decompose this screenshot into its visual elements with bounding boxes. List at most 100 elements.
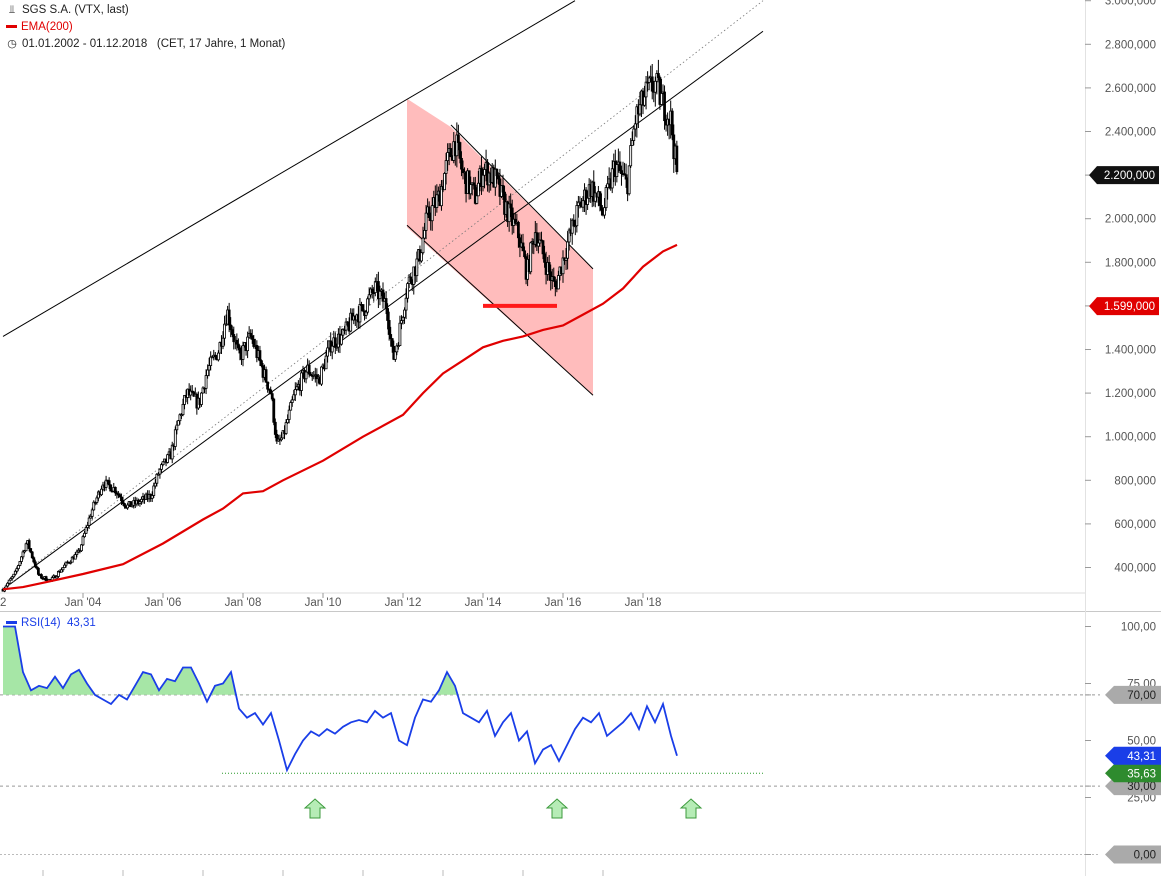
candle-body (460, 157, 463, 170)
last-price-tag-text: 2.200,000 (1104, 170, 1155, 182)
candle-body (566, 241, 570, 259)
candle-body (501, 185, 505, 193)
candle-body (264, 369, 268, 383)
candle-body (483, 169, 486, 176)
candle-body (121, 500, 125, 505)
candle-body (536, 242, 540, 247)
candle-body (603, 207, 606, 216)
candle-body (393, 351, 397, 360)
candle-body (366, 298, 370, 313)
candle-body (423, 230, 426, 239)
candle-body (573, 225, 577, 228)
candle-body (670, 110, 674, 136)
candle-body (44, 576, 48, 581)
x-tick-label: Jan '14 (465, 597, 502, 609)
candle-body (166, 454, 170, 463)
candle-body (361, 304, 365, 312)
zero-tag-text: 0,00 (1134, 850, 1156, 862)
candle-body (660, 93, 663, 105)
candle-body (675, 145, 679, 173)
candle-body (627, 165, 631, 195)
candle-body (309, 373, 313, 376)
candle-body (152, 485, 156, 496)
candle-body (292, 394, 296, 401)
upper-trendline (2, 0, 576, 337)
candle-body (90, 509, 94, 517)
up-arrow-icon (303, 798, 327, 819)
rsi-support-tag: 35,63 (1105, 764, 1161, 783)
y-tick-label: 2.400,000 (1105, 127, 1156, 139)
candle-body (564, 257, 568, 261)
ema-value-tag-text: 1.599,000 (1104, 301, 1155, 313)
candle-body (140, 498, 143, 503)
candle-body (216, 352, 220, 361)
candle-body (236, 343, 240, 349)
candle-body (440, 186, 443, 207)
candle-body (9, 578, 13, 581)
rsi-value-tag: 43,31 (1105, 746, 1161, 765)
candle-body (469, 184, 473, 195)
candle-body (206, 369, 210, 376)
candle-body (104, 479, 108, 488)
x-tick-label: 2 (0, 597, 6, 609)
legend-rsi-label: RSI(14) (21, 617, 61, 629)
candle-body (620, 170, 623, 175)
ema-value-tag-shape (1089, 297, 1159, 316)
candle-body (430, 205, 434, 222)
candle-body (567, 229, 571, 243)
x-tick-label: Jan '12 (385, 597, 422, 609)
candle-body (29, 548, 33, 553)
candle-body (507, 203, 511, 223)
candle-body (118, 494, 122, 498)
ema-200-line (2, 243, 678, 591)
candle-body (378, 290, 382, 300)
candle-body (150, 495, 154, 499)
candle-body (230, 329, 234, 335)
candle-body (55, 576, 59, 579)
candle-body (415, 258, 419, 277)
candle-body (107, 480, 111, 486)
candle-body (538, 239, 542, 244)
x-tick-label: Jan '16 (545, 597, 582, 609)
candle-body (23, 550, 26, 553)
candle-body (404, 297, 408, 311)
candle-body (109, 484, 113, 492)
candle-body (210, 356, 214, 359)
candle-body (335, 346, 339, 349)
candle-body (209, 356, 213, 366)
candle-body (183, 394, 186, 405)
candle-body (381, 289, 385, 302)
ema-value-tag: 1.599,000 (1089, 297, 1159, 316)
candle-body (24, 543, 28, 552)
candle-body (258, 350, 262, 362)
candle-body (63, 564, 66, 568)
candle-body (435, 194, 439, 208)
candlestick-icon: ⫫ (8, 4, 16, 16)
candle-body (389, 334, 393, 339)
candle-body (449, 148, 453, 158)
candle-body (409, 276, 413, 283)
candle-body (7, 579, 11, 584)
candle-body (446, 152, 450, 162)
candle-body (304, 371, 308, 380)
candle-body (281, 430, 285, 439)
candle-body (340, 334, 343, 345)
candle-body (252, 338, 256, 347)
candle-body (547, 262, 551, 273)
candle-body (552, 276, 556, 282)
overbought-tag-shape (1105, 685, 1161, 704)
rsi-tick-label: 25,00 (1127, 793, 1156, 805)
last-price-tag-shape (1089, 166, 1159, 185)
candle-body (272, 398, 276, 423)
candle-body (344, 321, 348, 331)
lower-trendline (2, 30, 764, 590)
overbought-tag-text: 70,00 (1127, 690, 1156, 702)
candle-body (624, 174, 628, 180)
candle-body (650, 76, 654, 92)
candle-body (638, 104, 642, 115)
candle-body (330, 345, 334, 353)
candle-body (250, 335, 254, 340)
candle-body (458, 142, 462, 159)
candle-body (223, 323, 226, 339)
